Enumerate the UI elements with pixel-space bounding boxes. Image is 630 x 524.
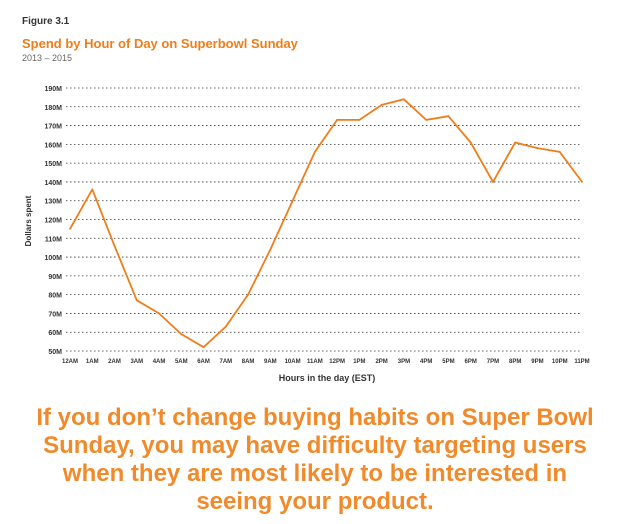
data-point (69, 227, 71, 230)
x-tick-label: 1PM (353, 359, 365, 365)
x-tick-label: 10AM (285, 359, 301, 365)
x-tick-label: 3PM (398, 359, 410, 365)
y-tick-label: 60M (48, 330, 62, 337)
x-tick-label: 8PM (509, 359, 521, 365)
x-tick-labels: 12AM 1AM 2AM 3AM 4AM 5AM 6AM 7AM 8AM 9AM 10AM 11AM 1… (62, 359, 590, 365)
data-point (447, 115, 450, 118)
x-tick-label: 12AM (62, 359, 78, 365)
data-point (158, 312, 160, 315)
x-tick-label: 4PM (420, 359, 432, 365)
x-tick-label: 7AM (219, 359, 232, 365)
data-point (180, 333, 183, 335)
data-point (514, 141, 517, 144)
y-tick-label: 90M (48, 274, 62, 281)
y-tick-label: 100M (44, 255, 62, 262)
line-chart: 50M 60M 70M 80M 90M 100M 110M 120M 130M 140M 150M 1… (24, 86, 590, 383)
x-tick-label: 8AM (242, 359, 255, 365)
x-tick-label: 2AM (108, 359, 121, 365)
x-tick-label: 6AM (197, 359, 210, 365)
callout-line: Sunday, you may have difficulty targetin… (43, 432, 587, 459)
y-tick-label: 130M (44, 199, 62, 206)
x-tick-label: 2PM (375, 359, 387, 365)
data-point (492, 181, 494, 183)
y-tick-label: 50M (48, 349, 62, 356)
y-tick-label: 140M (44, 180, 62, 187)
data-point (291, 199, 294, 202)
y-tick-label: 170M (44, 124, 62, 131)
x-tick-label: 3AM (130, 359, 143, 365)
y-tick-labels: 50M 60M 70M 80M 90M 100M 110M 120M 130M 140M 150M 1… (44, 86, 62, 356)
data-point (224, 325, 227, 328)
callout-line: If you don’t change buying habits on Sup… (36, 404, 594, 431)
x-tick-label: 4AM (153, 359, 166, 365)
data-point (358, 119, 361, 121)
data-point (113, 244, 116, 247)
chart-subtitle: 2013 – 2015 (22, 53, 73, 63)
data-point (135, 299, 138, 302)
x-tick-label: 12PM (329, 359, 345, 365)
x-tick-label: 11AM (307, 359, 323, 365)
x-axis-label: Hours in the day (EST) (279, 373, 376, 383)
x-tick-label: 1AM (86, 359, 99, 365)
data-point (247, 293, 249, 296)
data-point (336, 119, 339, 121)
data-point (425, 119, 428, 121)
callout-line: seeing your product. (196, 488, 434, 515)
data-point (536, 147, 539, 150)
x-tick-label: 11PM (574, 359, 589, 365)
x-tick-label: 5PM (442, 359, 454, 365)
y-tick-label: 160M (44, 142, 62, 149)
x-tick-label: 7PM (487, 359, 499, 365)
y-tick-label: 80M (48, 293, 62, 300)
series-line (69, 98, 583, 349)
series-line-group (69, 98, 583, 349)
x-tick-label: 5AM (175, 359, 188, 365)
y-tick-label: 70M (48, 311, 62, 318)
callout-line: when they are most likely to be interest… (62, 460, 568, 487)
y-tick-label: 150M (44, 161, 62, 168)
x-tick-label: 9PM (531, 359, 543, 365)
data-point (581, 181, 583, 183)
data-point (269, 248, 272, 251)
x-tick-label: 6PM (465, 359, 477, 365)
y-tick-label: 180M (44, 105, 62, 112)
chart-title: Spend by Hour of Day on Superbowl Sunday (22, 36, 298, 51)
data-point (202, 346, 205, 349)
x-tick-label: 10PM (552, 359, 568, 365)
y-tick-label: 190M (44, 86, 62, 93)
data-point (403, 98, 405, 101)
y-tick-label: 110M (45, 236, 62, 243)
gridlines (66, 87, 582, 352)
callout-text: If you don’t change buying habits on Sup… (20, 404, 610, 516)
y-tick-label: 120M (44, 218, 62, 225)
data-point (380, 104, 383, 106)
x-tick-label: 9AM (264, 359, 277, 365)
figure-label: Figure 3.1 (22, 16, 70, 27)
data-point (313, 150, 316, 153)
data-point (558, 150, 561, 153)
data-point (469, 141, 472, 144)
y-axis-label: Dollars spent (24, 195, 33, 246)
data-point (91, 188, 94, 191)
